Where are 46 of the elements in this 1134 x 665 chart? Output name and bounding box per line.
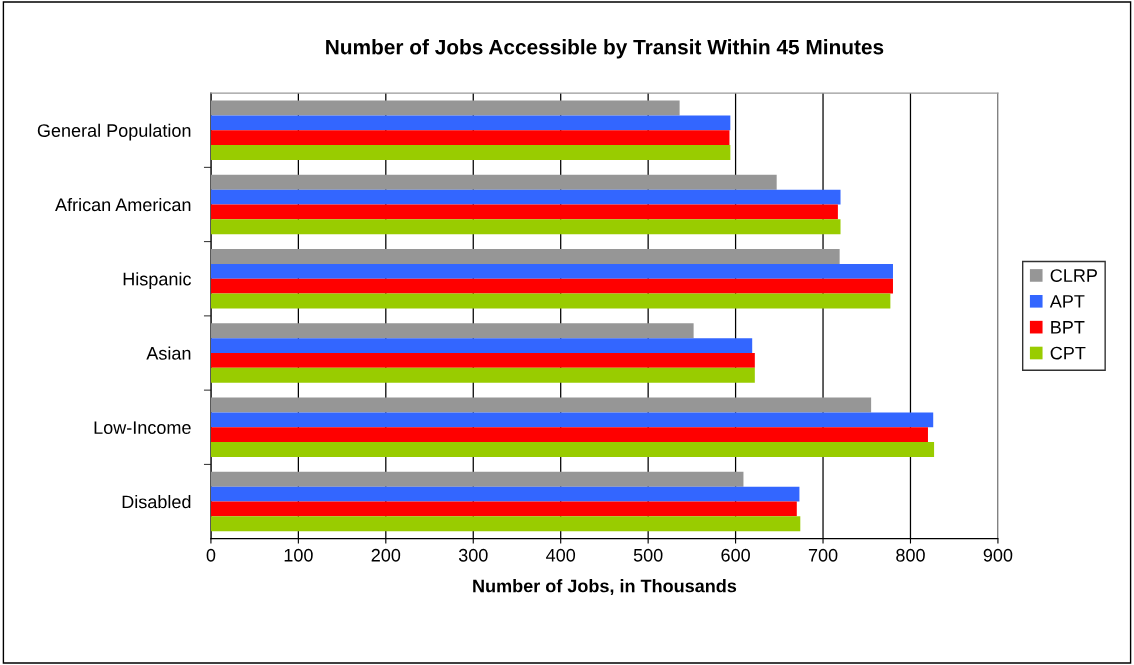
bar [210,516,801,532]
bar [210,219,841,235]
bar [210,249,840,264]
bar [210,204,838,220]
bar [210,397,872,413]
y-tick-label: Disabled [122,494,191,509]
x-tick-label: 900 [983,548,1013,562]
bar [210,278,893,294]
y-tick-label: Hispanic [123,272,191,290]
y-tick-label: General Population [37,123,191,141]
x-tick-label: 100 [284,548,313,562]
bar [210,471,744,487]
legend-label: APT [1049,295,1085,308]
x-tick-label: 800 [896,548,925,562]
bar [210,145,731,160]
bar [210,427,928,443]
bar [210,174,777,190]
bar [210,353,755,368]
bar [210,323,694,339]
x-tick-label: 500 [633,548,663,562]
bar [210,293,891,309]
y-tick-label: Asian [146,346,191,360]
x-tick-label: 700 [808,548,838,562]
bar [210,263,893,279]
bar [210,115,731,131]
chart-title: Number of Jobs Accessible by Transit Within 45 Minutes [326,39,884,59]
x-tick-label: 0 [206,548,216,562]
bar [210,501,797,517]
legend-label: CLRP [1050,269,1097,282]
y-tick-label: Low-Income [94,421,191,434]
x-tick-label: 600 [721,548,750,562]
bar [210,338,753,353]
x-axis-title: Number of Jobs, in Thousands [473,579,737,595]
x-tick-label: 200 [371,548,401,562]
bar [210,189,841,205]
bar [210,442,935,457]
bar [210,412,934,428]
bar [210,367,755,383]
bar [210,100,680,116]
legend-label: BPT [1051,321,1085,334]
bar [210,486,800,502]
y-tick-label: African American [55,197,191,212]
x-tick-label: 300 [458,548,488,562]
bar [210,130,730,146]
x-tick-label: 400 [546,548,576,562]
legend-label: CPT [1050,346,1086,360]
